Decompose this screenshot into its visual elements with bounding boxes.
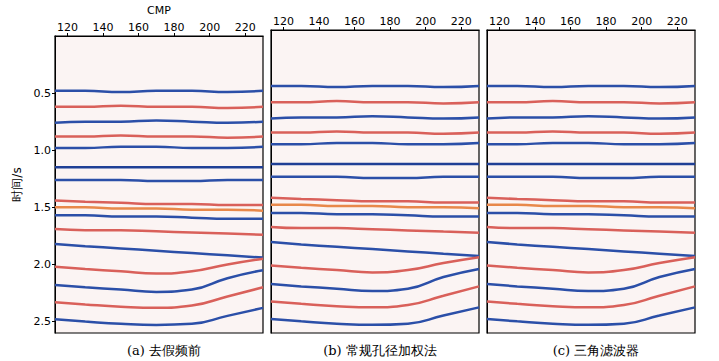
- svg-text:140: 140: [309, 15, 330, 28]
- svg-text:120: 120: [273, 15, 294, 28]
- svg-text:200: 200: [199, 21, 220, 34]
- svg-text:CMP: CMP: [147, 4, 171, 17]
- svg-text:180: 180: [380, 15, 401, 28]
- svg-text:120: 120: [489, 15, 510, 28]
- svg-text:0.5: 0.5: [34, 87, 52, 100]
- svg-text:1.0: 1.0: [34, 144, 52, 157]
- svg-text:140: 140: [525, 15, 546, 28]
- svg-text:180: 180: [164, 21, 185, 34]
- svg-text:140: 140: [93, 21, 114, 34]
- svg-text:180: 180: [596, 15, 617, 28]
- svg-text:160: 160: [560, 15, 581, 28]
- svg-text:200: 200: [631, 15, 652, 28]
- svg-text:时间/s: 时间/s: [10, 167, 24, 201]
- svg-text:220: 220: [451, 15, 472, 28]
- svg-text:2.5: 2.5: [34, 315, 52, 328]
- svg-text:(b) 常规孔径加权法: (b) 常规孔径加权法: [323, 343, 437, 358]
- svg-text:160: 160: [128, 21, 149, 34]
- svg-text:160: 160: [344, 15, 365, 28]
- svg-text:(a) 去假频前: (a) 去假频前: [127, 343, 201, 358]
- svg-text:(c) 三角滤波器: (c) 三角滤波器: [553, 343, 640, 358]
- svg-text:120: 120: [57, 21, 78, 34]
- svg-text:2.0: 2.0: [34, 258, 52, 271]
- svg-text:220: 220: [667, 15, 688, 28]
- svg-text:220: 220: [235, 21, 256, 34]
- svg-text:1.5: 1.5: [34, 201, 52, 214]
- svg-text:200: 200: [415, 15, 436, 28]
